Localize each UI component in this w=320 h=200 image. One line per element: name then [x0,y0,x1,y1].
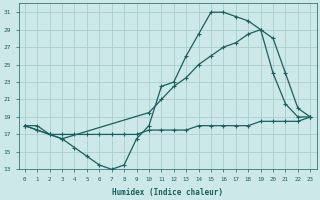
X-axis label: Humidex (Indice chaleur): Humidex (Indice chaleur) [112,188,223,197]
